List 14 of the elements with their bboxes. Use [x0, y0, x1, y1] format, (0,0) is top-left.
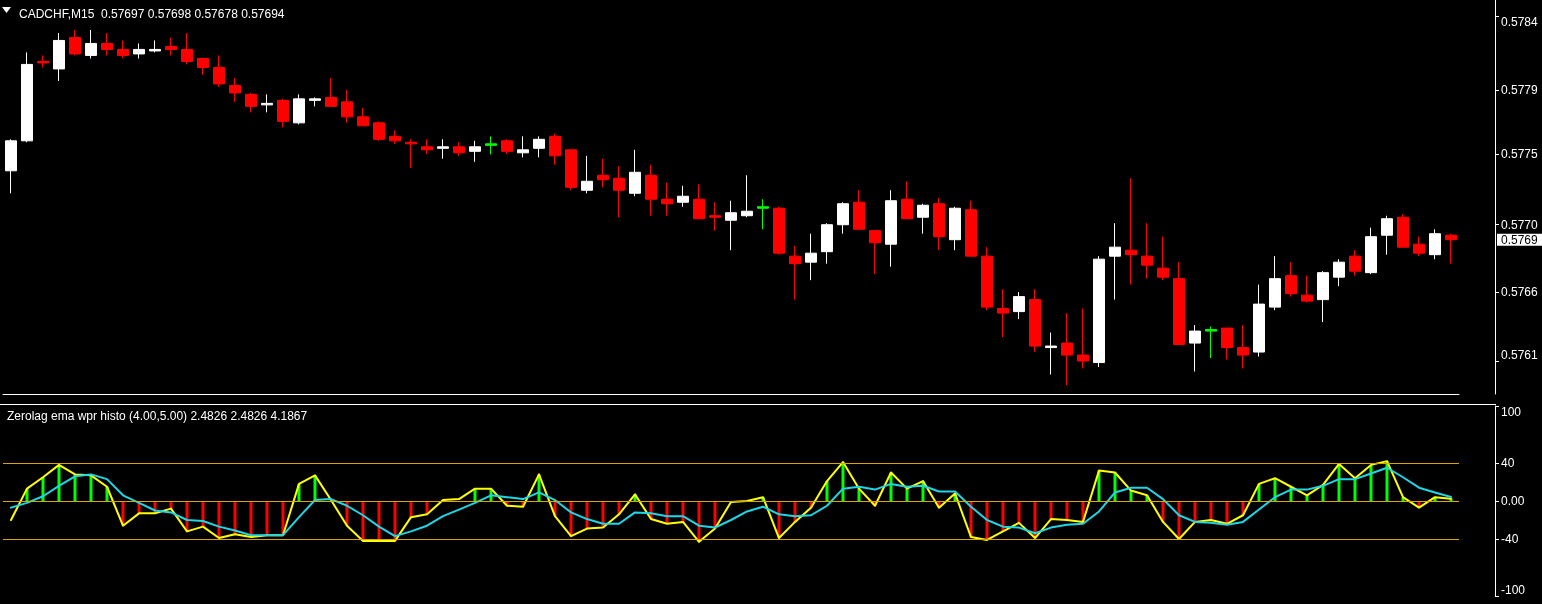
y-tick-label: 0.5761	[1501, 348, 1539, 363]
y-tick-label: 0.00	[1501, 494, 1525, 508]
y-tick-label: -100	[1501, 583, 1526, 597]
y-tick-label: 40	[1501, 456, 1515, 470]
y-tick-label: -40	[1501, 532, 1519, 546]
y-tick-label: 0.5770	[1501, 217, 1539, 232]
text: 0.5769	[1501, 232, 1539, 247]
y-tick-label: 0.5775	[1501, 147, 1539, 162]
text: CADCHF,M15 0.57697 0.57698 0.57678 0.57694	[19, 7, 285, 21]
y-tick-label: 0.5784	[1501, 15, 1539, 30]
y-tick-label: 100	[1501, 405, 1522, 419]
chart-title: Zerolag ema wpr histo (4.00,5.00) 2.4826 2.4826 4.1867	[7, 409, 308, 423]
y-tick-label: 0.5779	[1501, 82, 1539, 97]
y-tick-label: 0.5766	[1501, 285, 1539, 300]
